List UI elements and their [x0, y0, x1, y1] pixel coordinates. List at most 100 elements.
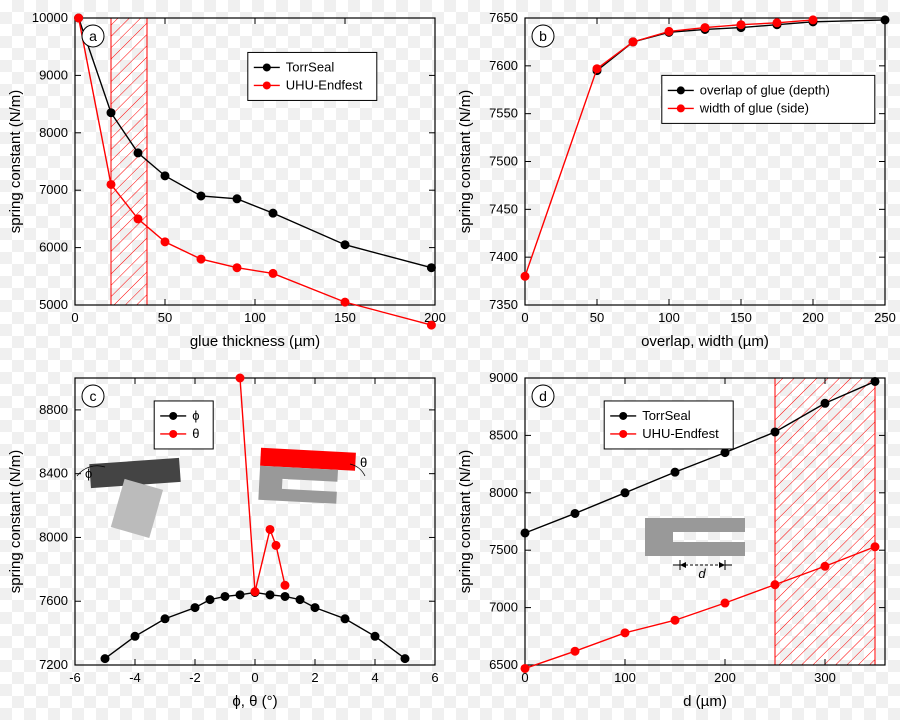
series-marker: [161, 238, 169, 246]
legend-label: ϕ: [192, 408, 199, 423]
series-marker: [671, 468, 679, 476]
svg-text:d: d: [698, 566, 706, 581]
series-marker: [197, 255, 205, 263]
panel-letter: d: [539, 388, 547, 404]
xtick-label: 50: [590, 310, 604, 325]
series-marker: [206, 596, 214, 604]
series-line: [105, 592, 405, 658]
series-marker: [665, 27, 673, 35]
series-marker: [629, 38, 637, 46]
xtick-label: 200: [802, 310, 824, 325]
xtick-label: 0: [521, 310, 528, 325]
series-marker: [197, 192, 205, 200]
series-line: [525, 20, 813, 276]
series-marker: [161, 615, 169, 623]
legend-label: width of glue (side): [699, 100, 809, 115]
ytick-label: 7200: [39, 657, 68, 672]
series-marker: [593, 65, 601, 73]
chart-grid: 0501001502005000600070008000900010000glu…: [0, 0, 900, 720]
panel-letter: a: [89, 28, 97, 44]
series-marker: [737, 21, 745, 29]
xtick-label: 6: [431, 670, 438, 685]
series-marker: [131, 632, 139, 640]
ytick-label: 7450: [489, 201, 518, 216]
series-marker: [233, 264, 241, 272]
y-axis-label: spring constant (N/m): [457, 450, 474, 593]
ytick-label: 5000: [39, 297, 68, 312]
x-axis-label: overlap, width (µm): [641, 333, 769, 350]
y-axis-label: spring constant (N/m): [7, 90, 24, 233]
legend-label: UHU-Endfest: [642, 426, 719, 441]
ytick-label: 8000: [39, 529, 68, 544]
series-marker: [75, 14, 83, 22]
ytick-label: 7500: [489, 154, 518, 169]
panel-d: 0100200300650070007500800085009000d (µm)…: [450, 360, 900, 720]
panel-letter: b: [539, 28, 547, 44]
ytick-label: 7000: [489, 600, 518, 615]
inset-fork: d: [645, 518, 745, 581]
xtick-label: 100: [244, 310, 266, 325]
xtick-label: -6: [69, 670, 81, 685]
ytick-label: 7400: [489, 249, 518, 264]
series-marker: [701, 24, 709, 32]
y-axis-label: spring constant (N/m): [7, 450, 24, 593]
inset-left: [89, 458, 184, 542]
series-marker: [773, 19, 781, 27]
series-marker: [521, 529, 529, 537]
series-marker: [101, 655, 109, 663]
xtick-label: 150: [334, 310, 356, 325]
series-marker: [266, 525, 274, 533]
legend-label: overlap of glue (depth): [700, 82, 830, 97]
ytick-label: 8500: [489, 427, 518, 442]
series-marker: [107, 109, 115, 117]
series-marker: [571, 647, 579, 655]
ytick-label: 7550: [489, 106, 518, 121]
series-marker: [134, 149, 142, 157]
ytick-label: 7000: [39, 182, 68, 197]
legend-label: TorrSeal: [286, 59, 335, 74]
hatched-band: [111, 18, 147, 305]
series-marker: [296, 596, 304, 604]
series-marker: [401, 655, 409, 663]
series-marker: [272, 541, 280, 549]
series-marker: [721, 449, 729, 457]
series-marker: [871, 377, 879, 385]
series-marker: [521, 664, 529, 672]
panel-b: 0501001502002507350740074507500755076007…: [450, 0, 900, 360]
series-marker: [427, 264, 435, 272]
x-axis-label: glue thickness (µm): [190, 333, 320, 350]
ytick-label: 8800: [39, 402, 68, 417]
series-marker: [161, 172, 169, 180]
series-marker: [621, 629, 629, 637]
ytick-label: 7600: [489, 58, 518, 73]
series-marker: [134, 215, 142, 223]
series-marker: [233, 195, 241, 203]
panel-a: 0501001502005000600070008000900010000glu…: [0, 0, 450, 360]
xtick-label: -2: [189, 670, 201, 685]
xtick-label: 200: [714, 670, 736, 685]
xtick-label: 2: [311, 670, 318, 685]
x-axis-label: d (µm): [683, 693, 727, 710]
plot-frame: [525, 18, 885, 305]
xtick-label: 0: [71, 310, 78, 325]
series-marker: [671, 616, 679, 624]
series-marker: [341, 298, 349, 306]
series-marker: [341, 241, 349, 249]
xtick-label: -4: [129, 670, 141, 685]
series-marker: [341, 615, 349, 623]
svg-text:θ: θ: [360, 455, 367, 470]
ytick-label: 7500: [489, 542, 518, 557]
series-marker: [236, 591, 244, 599]
series-marker: [236, 374, 244, 382]
xtick-label: 300: [814, 670, 836, 685]
hatched-band: [775, 378, 875, 665]
xtick-label: 50: [158, 310, 172, 325]
ytick-label: 6000: [39, 240, 68, 255]
series-marker: [251, 588, 259, 596]
series-marker: [191, 604, 199, 612]
series-marker: [371, 632, 379, 640]
series-marker: [621, 489, 629, 497]
ytick-label: 6500: [489, 657, 518, 672]
xtick-label: 250: [874, 310, 896, 325]
legend-label: TorrSeal: [642, 408, 691, 423]
